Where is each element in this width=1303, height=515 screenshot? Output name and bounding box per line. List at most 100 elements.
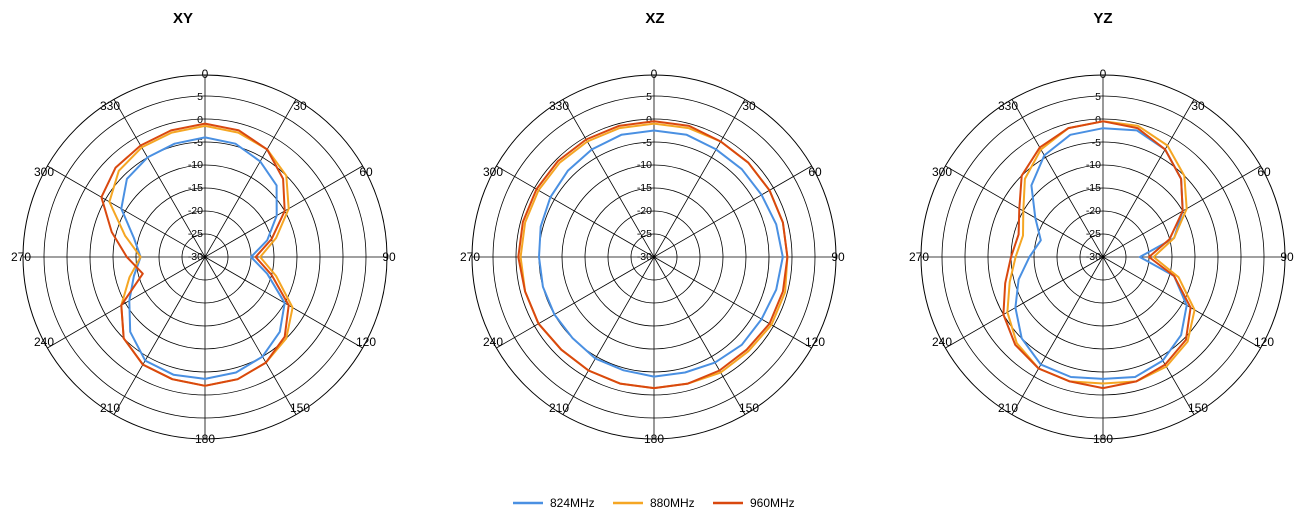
- angle-label-330: 330: [998, 99, 1018, 113]
- grid-spoke: [47, 256, 206, 349]
- angle-label-120: 120: [1254, 335, 1274, 349]
- grid-spoke: [113, 99, 206, 258]
- radial-tick-label: 0: [197, 114, 203, 126]
- radial-tick-label: 0: [1095, 114, 1101, 126]
- angle-label-210: 210: [100, 401, 120, 415]
- radial-tick-label: -30: [188, 251, 203, 263]
- grid-spoke: [1102, 99, 1195, 258]
- grid-spoke: [653, 99, 746, 258]
- angle-label-0: 0: [202, 67, 209, 81]
- angle-label-60: 60: [359, 165, 373, 179]
- grid-spoke: [945, 256, 1104, 349]
- radial-tick-label: -10: [188, 159, 203, 171]
- polar-chart-yz: YZ 0 30 60 90 120 150 180 210 240 270 30…: [909, 10, 1294, 446]
- radial-tick-label: -5: [1092, 137, 1101, 149]
- chart-title: XY: [173, 10, 193, 27]
- radial-tick-label: -25: [1086, 228, 1101, 240]
- radial-tick-label: -15: [637, 182, 652, 194]
- chart-title: YZ: [1093, 10, 1112, 27]
- angle-label-90: 90: [1280, 250, 1294, 264]
- radial-tick-labels: 5 0 -5 -10 -15 -20 -25 -30: [1086, 91, 1101, 263]
- series-line-960mhz: [1002, 120, 1192, 390]
- series-line-824mhz: [538, 129, 784, 378]
- radial-tick-label: 5: [1095, 91, 1101, 103]
- angle-label-270: 270: [909, 250, 929, 264]
- angle-label-90: 90: [831, 250, 845, 264]
- radial-tick-label: -10: [1086, 159, 1101, 171]
- angle-label-150: 150: [1188, 401, 1208, 415]
- chart-title: XZ: [645, 10, 664, 27]
- angle-label-30: 30: [293, 99, 307, 113]
- grid-spoke: [496, 256, 655, 349]
- grid-spoke: [204, 256, 297, 415]
- angle-label-240: 240: [932, 335, 952, 349]
- angle-label-60: 60: [808, 165, 822, 179]
- polar-grid: [471, 74, 837, 440]
- series-line-880mhz: [1006, 120, 1196, 385]
- angle-label-180: 180: [195, 432, 215, 446]
- angle-label-270: 270: [11, 250, 31, 264]
- angle-label-60: 60: [1257, 165, 1271, 179]
- radial-tick-label: -30: [1086, 251, 1101, 263]
- radial-tick-label: -5: [194, 137, 203, 149]
- radial-tick-label: -15: [188, 182, 203, 194]
- grid-spoke: [1102, 256, 1195, 415]
- angle-label-210: 210: [998, 401, 1018, 415]
- grid-spoke: [113, 256, 206, 415]
- legend-label: 880MHz: [650, 496, 695, 510]
- angle-label-150: 150: [739, 401, 759, 415]
- series-line-960mhz: [517, 120, 789, 390]
- angle-label-120: 120: [356, 335, 376, 349]
- angle-label-180: 180: [1093, 432, 1113, 446]
- angle-label-90: 90: [382, 250, 396, 264]
- radial-tick-label: -30: [637, 251, 652, 263]
- legend-item-880mhz: 880MHz: [613, 496, 695, 510]
- polar-chart-xz: XZ 0 30 60 90 120 150 180 210 240 270 30…: [460, 10, 845, 446]
- series-layer: [517, 120, 789, 390]
- grid-spoke: [653, 256, 812, 349]
- radial-tick-label: -10: [637, 159, 652, 171]
- angle-label-150: 150: [290, 401, 310, 415]
- radial-tick-label: 5: [646, 91, 652, 103]
- polar-grid: [22, 74, 388, 440]
- angle-labels: 0 30 60 90 120 150 180 210 240 270 300 3…: [909, 67, 1294, 446]
- angle-label-210: 210: [549, 401, 569, 415]
- legend-item-960mhz: 960MHz: [713, 496, 795, 510]
- polar-chart-xy: XY 0 30 60 90 120 150 180 210 240 270 30…: [11, 10, 396, 446]
- radial-tick-label: -25: [188, 228, 203, 240]
- angle-label-330: 330: [100, 99, 120, 113]
- radial-tick-label: -15: [1086, 182, 1101, 194]
- angle-label-240: 240: [483, 335, 503, 349]
- angle-label-120: 120: [805, 335, 825, 349]
- grid-spoke: [562, 99, 655, 258]
- radial-tick-labels: 5 0 -5 -10 -15 -20 -25 -30: [637, 91, 652, 263]
- series-line-960mhz: [100, 122, 290, 387]
- angle-labels: 0 30 60 90 120 150 180 210 240 270 300 3…: [11, 67, 396, 446]
- legend: 824MHz 880MHz 960MHz: [513, 496, 795, 510]
- angle-labels: 0 30 60 90 120 150 180 210 240 270 300 3…: [460, 67, 845, 446]
- radial-tick-labels: 5 0 -5 -10 -15 -20 -25 -30: [188, 91, 203, 263]
- legend-label: 824MHz: [550, 496, 595, 510]
- angle-label-300: 300: [483, 165, 503, 179]
- angle-label-270: 270: [460, 250, 480, 264]
- angle-label-300: 300: [34, 165, 54, 179]
- angle-label-0: 0: [1100, 67, 1107, 81]
- radial-tick-label: -20: [1086, 205, 1101, 217]
- angle-label-240: 240: [34, 335, 54, 349]
- legend-label: 960MHz: [750, 496, 795, 510]
- grid-spoke: [653, 256, 746, 415]
- series-layer: [1002, 120, 1196, 390]
- grid-spoke: [562, 256, 655, 415]
- angle-label-0: 0: [651, 67, 658, 81]
- polar-grid: [920, 74, 1286, 440]
- grid-spoke: [1011, 256, 1104, 415]
- angle-label-30: 30: [1191, 99, 1205, 113]
- grid-spoke: [1011, 99, 1104, 258]
- radial-tick-label: -20: [637, 205, 652, 217]
- angle-label-330: 330: [549, 99, 569, 113]
- grid-spoke: [204, 99, 297, 258]
- radial-tick-label: -20: [188, 205, 203, 217]
- radial-tick-label: -25: [637, 228, 652, 240]
- angle-label-180: 180: [644, 432, 664, 446]
